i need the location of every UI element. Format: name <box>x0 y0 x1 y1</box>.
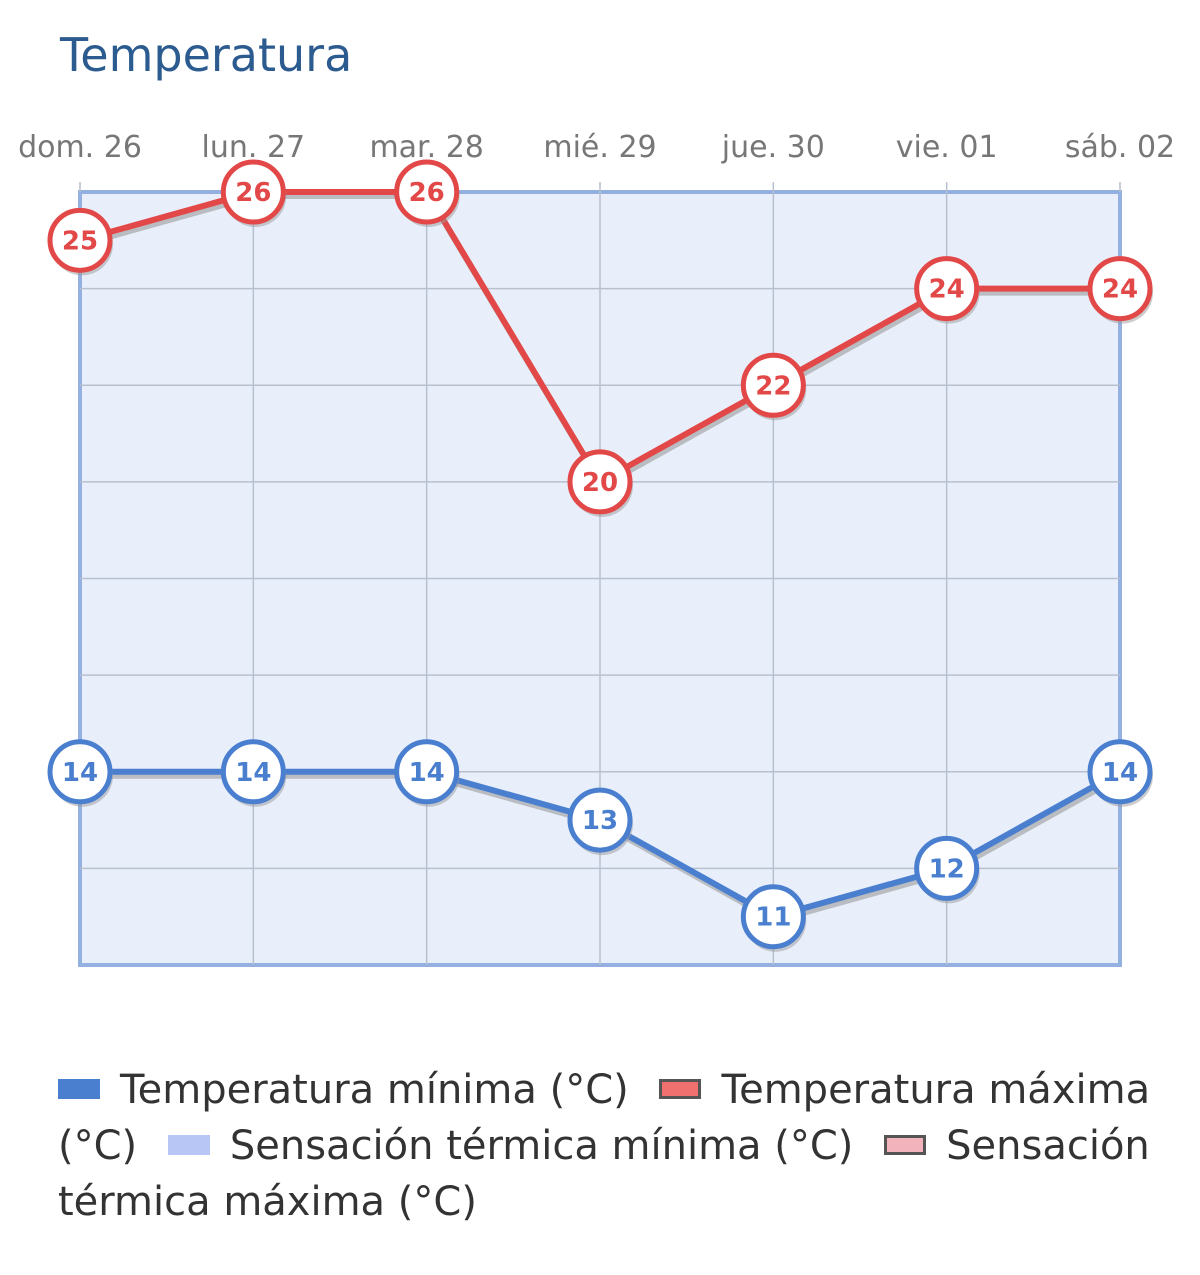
data-label: 14 <box>409 758 445 788</box>
x-tick-label: sáb. 02 <box>1065 130 1175 165</box>
x-tick-label: vie. 01 <box>896 130 998 165</box>
data-point-marker <box>1087 739 1153 805</box>
data-point: 25 <box>47 207 113 276</box>
data-label: 26 <box>409 178 445 208</box>
data-label: 13 <box>582 806 618 836</box>
data-label: 26 <box>235 178 271 208</box>
data-point-marker <box>567 449 633 515</box>
legend-swatch <box>58 1079 100 1099</box>
legend-label: Temperatura máxima (°C) <box>58 1067 1151 1169</box>
legend-item[interactable]: Temperatura máxima (°C) <box>58 1067 1150 1169</box>
data-point-marker <box>394 739 460 805</box>
data-point: 20 <box>567 449 633 517</box>
data-label: 14 <box>62 758 98 788</box>
data-point-marker <box>914 256 980 322</box>
data-point: 14 <box>1087 739 1153 807</box>
data-label: 24 <box>929 275 965 305</box>
data-point-marker <box>47 207 113 273</box>
legend-label: Sensación térmica máxima (°C) <box>58 1123 1150 1225</box>
data-point: 11 <box>740 884 807 952</box>
data-label: 25 <box>62 226 98 256</box>
legend-swatch <box>659 1079 702 1099</box>
data-point-marker <box>220 159 286 225</box>
x-tick-label: jue. 30 <box>721 130 825 165</box>
legend: Temperatura mínima (°C) Temperatura máxi… <box>58 1062 1188 1230</box>
data-point: 13 <box>567 787 633 856</box>
x-axis-tick-labels: dom. 26 lun. 27 mar. 28 mié. 29 jue. 30 vie. … <box>18 130 1175 165</box>
data-label: 11 <box>755 903 791 933</box>
data-label: 14 <box>235 758 271 788</box>
data-label: 22 <box>755 371 791 401</box>
legend-item[interactable]: Temperatura mínima (°C) <box>58 1067 629 1113</box>
legend-item[interactable]: Sensación térmica mínima (°C) <box>167 1123 854 1169</box>
data-point-marker <box>740 884 806 950</box>
data-label: 14 <box>1102 758 1138 788</box>
data-point: 24 <box>914 256 980 324</box>
data-point-marker <box>220 739 286 805</box>
data-point-marker <box>914 835 980 901</box>
data-point: 26 <box>394 159 460 227</box>
data-point-marker <box>394 159 460 225</box>
data-point: 24 <box>1087 256 1153 324</box>
data-point-marker <box>47 739 113 805</box>
legend-swatch <box>167 1135 210 1155</box>
data-point: 14 <box>47 739 113 807</box>
temperature-chart: dom. 26 lun. 27 mar. 28 mié. 29 jue. 30 vie. … <box>18 130 1175 967</box>
x-tick-label: mar. 28 <box>369 130 483 165</box>
data-point-marker <box>1087 256 1153 322</box>
data-point: 22 <box>740 352 807 421</box>
data-point-marker <box>567 787 633 853</box>
data-point: 26 <box>220 159 287 227</box>
x-tick-label: mié. 29 <box>543 130 656 165</box>
legend-label: Sensación térmica mínima (°C) <box>229 1123 854 1169</box>
data-label: 12 <box>929 854 965 884</box>
data-label: 24 <box>1102 275 1138 305</box>
data-point: 14 <box>394 739 460 807</box>
legend-item[interactable]: Sensación térmica máxima (°C) <box>58 1123 1150 1225</box>
data-point-marker <box>740 352 806 418</box>
grid-lines <box>79 182 1121 965</box>
chart-title: Temperatura <box>60 28 353 82</box>
x-tick-label: lun. 27 <box>202 130 306 165</box>
data-point: 12 <box>914 835 980 904</box>
legend-label: Temperatura mínima (°C) <box>120 1067 629 1113</box>
legend-swatch <box>884 1135 927 1155</box>
x-tick-label: dom. 26 <box>18 130 142 165</box>
data-point: 14 <box>220 739 287 807</box>
data-label: 20 <box>582 468 618 498</box>
series-points: 14 14 14 13 11 12 14 25 26 26 20 22 24 24 <box>47 159 1153 952</box>
